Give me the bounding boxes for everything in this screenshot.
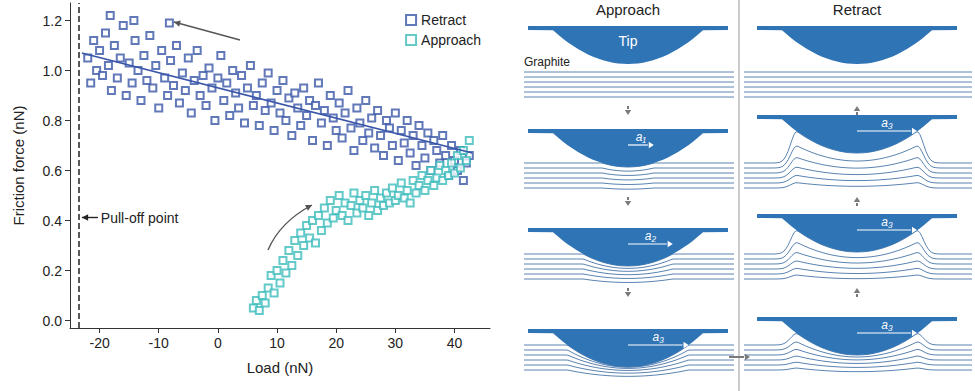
svg-text:a₁: a₁ — [636, 130, 647, 144]
svg-text:a₃: a₃ — [653, 330, 665, 344]
svg-text:40: 40 — [447, 335, 463, 351]
svg-text:0.2: 0.2 — [43, 263, 63, 279]
svg-text:1.2: 1.2 — [43, 13, 63, 29]
svg-text:Friction force (nN): Friction force (nN) — [10, 105, 27, 225]
svg-text:a₂: a₂ — [645, 229, 657, 243]
svg-text:10: 10 — [269, 335, 285, 351]
svg-text:Retract: Retract — [421, 12, 466, 28]
svg-text:-20: -20 — [89, 335, 109, 351]
svg-text:1.0: 1.0 — [43, 63, 63, 79]
svg-text:Tip: Tip — [619, 33, 638, 49]
svg-text:a₃: a₃ — [881, 318, 893, 332]
svg-text:0.4: 0.4 — [43, 213, 63, 229]
svg-text:-10: -10 — [149, 335, 169, 351]
svg-text:a₃: a₃ — [881, 215, 893, 229]
svg-text:0.6: 0.6 — [43, 163, 63, 179]
svg-text:Approach: Approach — [421, 32, 481, 48]
svg-text:Retract: Retract — [833, 1, 882, 18]
svg-text:Pull-off point: Pull-off point — [101, 210, 179, 226]
svg-text:Approach: Approach — [596, 1, 660, 18]
svg-text:30: 30 — [388, 335, 404, 351]
svg-text:20: 20 — [328, 335, 344, 351]
svg-text:0: 0 — [214, 335, 222, 351]
svg-text:0.8: 0.8 — [43, 113, 63, 129]
svg-text:Load (nN): Load (nN) — [247, 359, 314, 376]
svg-text:Graphite: Graphite — [524, 55, 570, 69]
svg-text:0.0: 0.0 — [43, 313, 63, 329]
svg-text:a₃: a₃ — [881, 116, 893, 130]
